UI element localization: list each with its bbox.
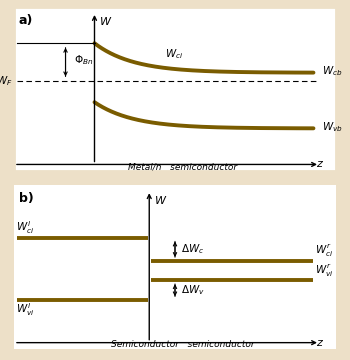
Text: $W^r_{vi}$: $W^r_{vi}$ <box>315 263 334 279</box>
Text: $W$: $W$ <box>154 194 167 206</box>
Text: $W_{ci}$: $W_{ci}$ <box>166 48 184 62</box>
Text: $z$: $z$ <box>316 159 324 169</box>
Text: $W_F$: $W_F$ <box>0 74 12 88</box>
Text: $z$: $z$ <box>316 338 324 347</box>
Text: b): b) <box>19 192 34 205</box>
Text: $W^l_{ci}$: $W^l_{ci}$ <box>16 219 34 236</box>
Text: Semiconductor   semiconductor: Semiconductor semiconductor <box>111 340 255 349</box>
Text: $\Delta W_c$: $\Delta W_c$ <box>181 242 205 256</box>
Text: $W^l_{vi}$: $W^l_{vi}$ <box>16 301 34 318</box>
Text: $\Phi_{Bn}$: $\Phi_{Bn}$ <box>74 54 93 67</box>
Text: $\Delta W_v$: $\Delta W_v$ <box>181 283 205 297</box>
Text: $W_{cb}$: $W_{cb}$ <box>322 64 342 78</box>
Text: Metal/n   semiconductor: Metal/n semiconductor <box>128 162 238 171</box>
Text: $W^r_{ci}$: $W^r_{ci}$ <box>315 243 333 259</box>
Text: $W$: $W$ <box>99 15 113 27</box>
Text: $W_{vb}$: $W_{vb}$ <box>322 120 342 134</box>
Text: a): a) <box>19 14 33 27</box>
